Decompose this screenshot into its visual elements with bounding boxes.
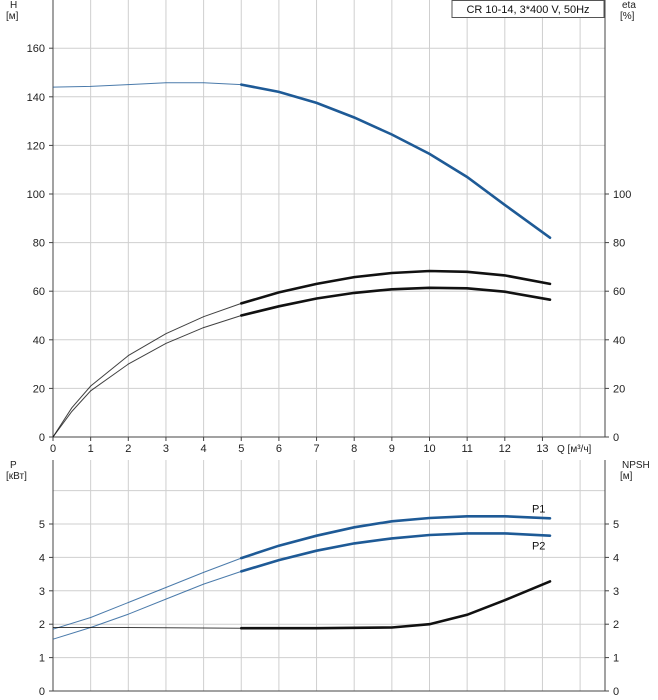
x-tick-label: 9 (389, 443, 395, 455)
x-tick-label: 8 (351, 443, 357, 455)
y-tick-label-right: 60 (613, 286, 625, 298)
series-NPSH-thin (53, 627, 242, 629)
y-tick-label-left: 3 (39, 586, 45, 598)
x-tick-label: 13 (536, 443, 548, 455)
y-axis-left-unit: [кВт] (6, 471, 27, 482)
y-axis-left-label: H (10, 0, 17, 11)
series-eta_lower-thick (240, 286, 552, 317)
series-P1-thick (240, 515, 552, 560)
y-tick-label-left: 140 (27, 92, 45, 104)
y-tick-label-right: 100 (613, 189, 631, 201)
series-NPSH-thick (240, 580, 552, 630)
y-tick-label-left: 4 (39, 552, 45, 564)
y-tick-label-right: 4 (613, 552, 619, 564)
x-tick-label: 6 (276, 443, 282, 455)
series-P1-thin (52, 557, 242, 630)
y-axis-left-unit: [м] (6, 11, 19, 22)
x-tick-label: 5 (238, 443, 244, 455)
y-tick-label-left: 0 (39, 432, 45, 444)
series-H-thick (240, 83, 552, 239)
series-eta_lower-thin (52, 315, 242, 438)
legend-box: CR 10-14, 3*400 V, 50Hz (451, 0, 605, 18)
y-tick-label-left: 120 (27, 140, 45, 152)
x-tick-label: 0 (50, 443, 56, 455)
y-tick-label-left: 40 (33, 335, 45, 347)
y-tick-label-right: 0 (613, 686, 619, 698)
series-eta_upper-thin (52, 302, 242, 438)
series-label-P1: P1 (532, 503, 545, 515)
y-tick-label-left: 0 (39, 686, 45, 698)
legend-text: CR 10-14, 3*400 V, 50Hz (466, 4, 589, 16)
x-tick-label: 3 (163, 443, 169, 455)
y-tick-label-right: 5 (613, 519, 619, 531)
x-tick-label: 7 (313, 443, 319, 455)
series-eta_upper-thick (240, 269, 552, 305)
y-tick-label-left: 20 (33, 383, 45, 395)
power-npsh-panel: 0 1 2 3 4 5 0 1 2 3 4 5 P[кВт] NPSH[м] P1 P2 (6, 460, 650, 698)
y-tick-label-left: 100 (27, 189, 45, 201)
x-axis-label: Q [м³/ч] (557, 444, 592, 455)
y-tick-label-left: 80 (33, 238, 45, 250)
y-tick-label-left: 60 (33, 286, 45, 298)
y-tick-label-left: 2 (39, 619, 45, 631)
y-tick-label-left: 5 (39, 519, 45, 531)
x-tick-label: 10 (423, 443, 435, 455)
x-tick-label: 4 (201, 443, 207, 455)
x-tick-label: 12 (499, 443, 511, 455)
y-tick-label-right: 0 (613, 432, 619, 444)
head-efficiency-panel: 020406080100120140160020406080100H[м]eta… (6, 0, 636, 455)
y-axis-right-unit: [%] (620, 11, 635, 22)
series-label-P2: P2 (532, 541, 545, 553)
x-tick-label: 11 (461, 443, 472, 455)
series-H-thin (52, 82, 242, 88)
x-tick-label: 1 (88, 443, 94, 455)
y-tick-label-right: 80 (613, 238, 625, 250)
legend-frame (451, 0, 605, 18)
y-tick-label-right: 1 (613, 653, 619, 665)
y-axis-right-label: eta (622, 0, 636, 11)
series-P2-thick (240, 532, 552, 573)
y-tick-label-left: 160 (27, 43, 45, 55)
y-tick-label-right: 3 (613, 586, 619, 598)
x-tick-label: 2 (125, 443, 131, 455)
y-tick-label-right: 40 (613, 335, 625, 347)
y-axis-right-label: NPSH (622, 460, 650, 471)
y-axis-left-label: P (10, 460, 17, 471)
y-tick-label-right: 20 (613, 383, 625, 395)
y-axis-right-unit: [м] (620, 471, 633, 482)
y-tick-label-right: 2 (613, 619, 619, 631)
y-tick-label-left: 1 (39, 653, 45, 665)
series-P2-thin (52, 570, 242, 640)
